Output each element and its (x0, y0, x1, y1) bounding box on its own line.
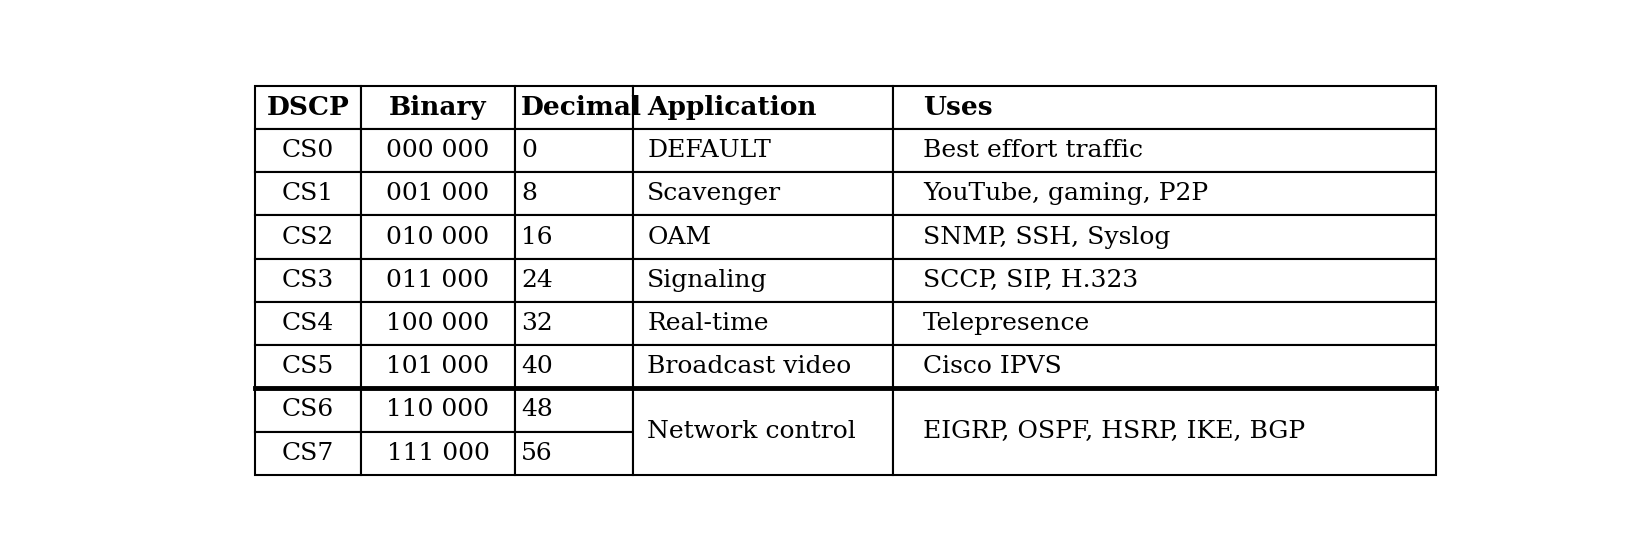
Text: 24: 24 (521, 269, 553, 292)
Bar (254, 302, 361, 345)
Text: DEFAULT: DEFAULT (647, 139, 771, 162)
Bar (893, 86, 1437, 129)
Bar (254, 86, 361, 129)
Bar (893, 172, 1437, 215)
Bar (254, 129, 361, 172)
Text: 010 000: 010 000 (386, 225, 490, 249)
Text: 111 000: 111 000 (386, 442, 490, 465)
Bar (361, 302, 515, 345)
Bar (515, 302, 634, 345)
Text: YouTube, gaming, P2P: YouTube, gaming, P2P (922, 183, 1208, 205)
Bar (515, 86, 634, 129)
Text: SNMP, SSH, Syslog: SNMP, SSH, Syslog (922, 225, 1170, 249)
Text: OAM: OAM (647, 225, 711, 249)
Bar (634, 215, 893, 259)
Bar (254, 431, 361, 475)
Bar (515, 259, 634, 302)
Text: 16: 16 (521, 225, 553, 249)
Text: Best effort traffic: Best effort traffic (922, 139, 1143, 162)
Text: 32: 32 (521, 312, 553, 335)
Text: CS2: CS2 (282, 225, 335, 249)
Bar (515, 215, 634, 259)
Text: Scavenger: Scavenger (647, 183, 782, 205)
Bar (361, 129, 515, 172)
Bar (634, 302, 893, 345)
Bar (361, 172, 515, 215)
Text: CS5: CS5 (282, 355, 335, 378)
Text: 100 000: 100 000 (386, 312, 490, 335)
Text: CS3: CS3 (282, 269, 335, 292)
Text: CS1: CS1 (282, 183, 333, 205)
Text: 001 000: 001 000 (386, 183, 490, 205)
Bar (893, 129, 1437, 172)
Bar (634, 259, 893, 302)
Bar (254, 388, 361, 431)
Text: 0: 0 (521, 139, 538, 162)
Text: CS6: CS6 (282, 398, 335, 421)
Text: Binary: Binary (389, 95, 487, 120)
Bar (634, 129, 893, 172)
Text: 000 000: 000 000 (386, 139, 490, 162)
Text: Broadcast video: Broadcast video (647, 355, 851, 378)
Text: EIGRP, OSPF, HSRP, IKE, BGP: EIGRP, OSPF, HSRP, IKE, BGP (922, 420, 1305, 443)
Bar (361, 259, 515, 302)
Bar (515, 172, 634, 215)
Text: Network control: Network control (647, 420, 856, 443)
Bar (254, 172, 361, 215)
Bar (893, 302, 1437, 345)
Bar (515, 388, 634, 431)
Bar (361, 431, 515, 475)
Text: 48: 48 (521, 398, 553, 421)
Bar (634, 172, 893, 215)
Text: 8: 8 (521, 183, 538, 205)
Bar (254, 345, 361, 388)
Text: CS4: CS4 (282, 312, 335, 335)
Bar (634, 345, 893, 388)
Bar (361, 345, 515, 388)
Text: Telepresence: Telepresence (922, 312, 1091, 335)
Text: Signaling: Signaling (647, 269, 767, 292)
Bar (515, 345, 634, 388)
Bar (634, 86, 893, 129)
Text: 110 000: 110 000 (386, 398, 490, 421)
Bar (893, 345, 1437, 388)
Text: Uses: Uses (922, 95, 992, 120)
Text: Cisco IPVS: Cisco IPVS (922, 355, 1061, 378)
Bar (515, 431, 634, 475)
Text: 011 000: 011 000 (386, 269, 490, 292)
Bar (361, 388, 515, 431)
Text: CS0: CS0 (282, 139, 335, 162)
Bar (634, 388, 893, 475)
Bar (893, 215, 1437, 259)
Text: 56: 56 (521, 442, 553, 465)
Text: SCCP, SIP, H.323: SCCP, SIP, H.323 (922, 269, 1138, 292)
Bar (361, 215, 515, 259)
Text: 101 000: 101 000 (386, 355, 490, 378)
Bar (515, 129, 634, 172)
Text: Application: Application (647, 95, 817, 120)
Text: Real-time: Real-time (647, 312, 769, 335)
Text: Decimal: Decimal (521, 95, 642, 120)
Text: CS7: CS7 (282, 442, 335, 465)
Text: DSCP: DSCP (267, 95, 350, 120)
Bar (254, 215, 361, 259)
Bar (254, 259, 361, 302)
Bar (893, 388, 1437, 475)
Bar (361, 86, 515, 129)
Text: 40: 40 (521, 355, 553, 378)
Bar (893, 259, 1437, 302)
